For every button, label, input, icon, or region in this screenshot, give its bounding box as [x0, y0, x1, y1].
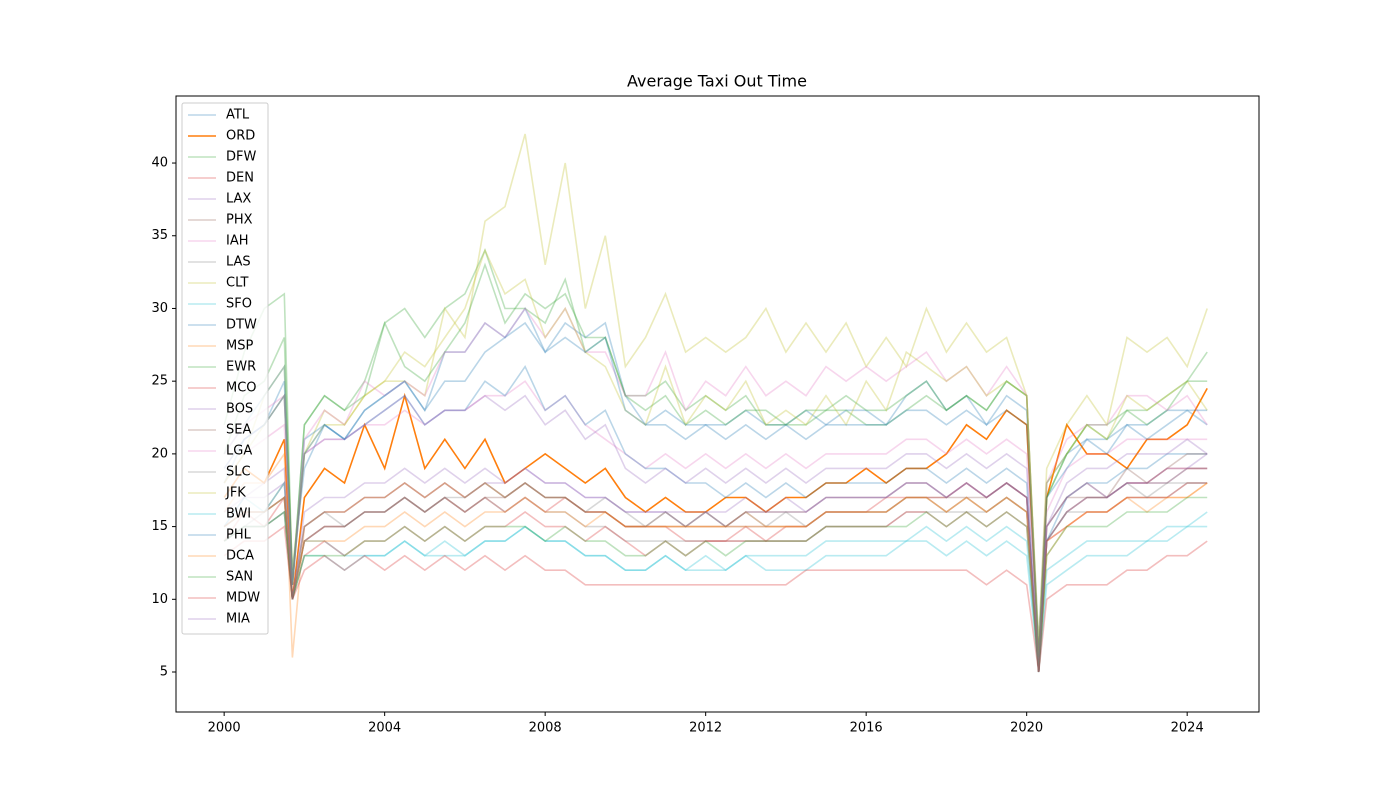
y-tick-label: 5: [160, 665, 168, 680]
legend-label: SFO: [226, 297, 252, 312]
x-tick-label: 2004: [368, 721, 401, 736]
series-line: [223, 388, 1208, 658]
series-line: [223, 453, 1208, 673]
x-tick-label: 2008: [529, 721, 562, 736]
series-line: [223, 321, 1208, 658]
legend-label: LAX: [226, 192, 251, 207]
legend-label: EWR: [226, 360, 256, 375]
legend-label: MSP: [226, 339, 253, 354]
legend-label: SAN: [226, 570, 253, 585]
legend-label: ORD: [226, 129, 255, 144]
legend-label: MDW: [226, 591, 260, 606]
y-tick-label: 35: [151, 228, 168, 243]
series-line: [223, 248, 1208, 658]
plot-area: [223, 133, 1208, 673]
series-line: [223, 393, 1208, 673]
series-line: [223, 467, 1208, 673]
legend-label: IAH: [226, 234, 249, 249]
y-tick-label: 25: [151, 374, 168, 389]
series-line: [223, 467, 1208, 673]
series-line: [223, 480, 1208, 673]
series-line: [223, 510, 1208, 673]
y-tick-label: 20: [151, 446, 168, 461]
x-tick-label: 2020: [1010, 721, 1043, 736]
y-tick-label: 15: [151, 519, 168, 534]
series-line: [223, 380, 1208, 658]
series-line: [223, 525, 1208, 673]
x-tick-label: 2016: [850, 721, 883, 736]
series-line: [223, 306, 1208, 658]
legend-label: JFK: [225, 486, 246, 501]
legend-label: DFW: [226, 150, 256, 165]
series-line: [223, 453, 1208, 673]
series-line: [223, 482, 1208, 673]
legend-label: BWI: [226, 507, 251, 522]
x-tick-label: 2012: [689, 721, 722, 736]
series-line: [223, 248, 1208, 658]
x-tick-label: 2000: [208, 721, 241, 736]
legend-label: SLC: [226, 465, 251, 480]
series-line: [223, 482, 1208, 673]
series-line: [223, 364, 1208, 673]
x-tick-label: 2024: [1171, 721, 1204, 736]
legend-label: MIA: [226, 612, 250, 627]
legend-label: CLT: [226, 276, 249, 291]
legend-label: PHL: [226, 528, 252, 543]
chart-title: Average Taxi Out Time: [627, 72, 807, 91]
axes-frame: [175, 95, 1260, 713]
legend-label: PHX: [226, 213, 253, 228]
y-tick-label: 10: [151, 592, 168, 607]
legend-label: BOS: [226, 402, 253, 417]
legend-label: ATL: [226, 108, 250, 123]
series-line: [223, 482, 1208, 673]
legend-label: DCA: [226, 549, 254, 564]
legend-label: DTW: [226, 318, 257, 333]
legend-label: LAS: [226, 255, 251, 270]
legend-label: MCO: [226, 381, 257, 396]
y-tick-label: 40: [151, 156, 168, 171]
series-line: [223, 133, 1208, 643]
series-line: [223, 496, 1208, 673]
legend-box: [181, 102, 269, 635]
series-line: [223, 262, 1208, 658]
legend-label: LGA: [226, 444, 252, 459]
series-line: [223, 451, 1208, 673]
legend-label: DEN: [226, 171, 254, 186]
y-tick-label: 30: [151, 301, 168, 316]
legend-label: SEA: [226, 423, 251, 438]
series-line: [223, 467, 1208, 673]
series-line: [223, 482, 1208, 673]
